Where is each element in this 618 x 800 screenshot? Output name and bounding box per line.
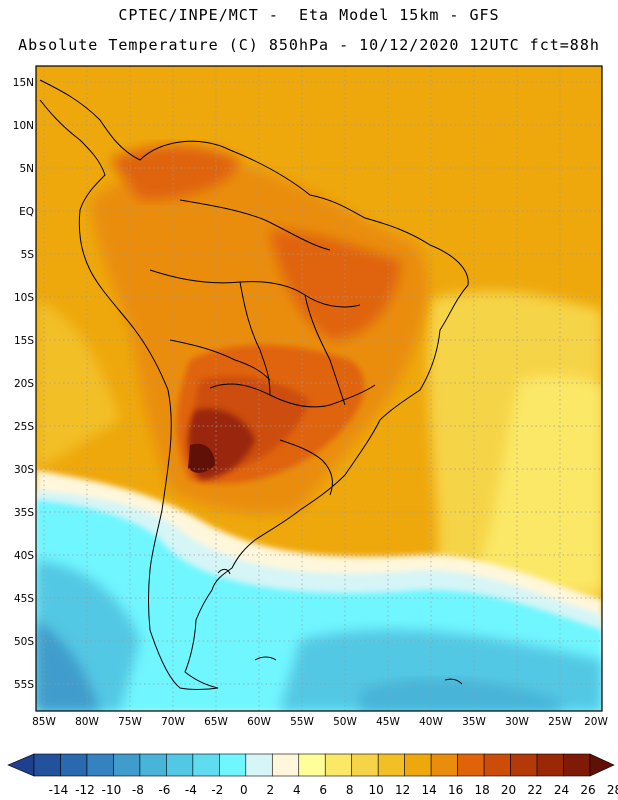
colorbar-swatch <box>166 753 194 777</box>
lon-label: 70W <box>161 716 185 728</box>
map-frame <box>35 65 603 712</box>
colorbar-label: -2 <box>211 783 223 797</box>
colorbar-label: 16 <box>448 783 463 797</box>
lat-label: 55S <box>14 679 34 691</box>
colorbar-label: 18 <box>474 783 489 797</box>
colorbar-swatch <box>483 753 511 777</box>
lat-label: 45S <box>14 593 34 605</box>
colorbar-swatch <box>271 753 300 777</box>
lat-label: EQ <box>19 206 34 218</box>
lon-label: 85W <box>32 716 56 728</box>
colorbar-label: -10 <box>102 783 122 797</box>
colorbar-swatch <box>245 753 273 777</box>
lon-label: 50W <box>333 716 357 728</box>
colorbar-swatch <box>33 753 61 777</box>
lon-label: 35W <box>462 716 486 728</box>
lat-label: 20S <box>14 378 34 390</box>
lon-label: 55W <box>290 716 314 728</box>
colorbar-label: -14 <box>49 783 69 797</box>
lon-label: 30W <box>505 716 529 728</box>
title-line-2: Absolute Temperature (C) 850hPa - 10/12/… <box>18 36 600 54</box>
colorbar-label: 22 <box>527 783 542 797</box>
colorbar-label: 28 <box>607 783 618 797</box>
colorbar-swatch <box>430 753 458 777</box>
lon-label: 20W <box>584 716 608 728</box>
colorbar-label: 14 <box>422 783 437 797</box>
lat-labels: 15N 10N 5N EQ 5S 10S 15S 20S 25S 30S 35S… <box>13 77 35 691</box>
lon-label: 80W <box>75 716 99 728</box>
lat-label: 15N <box>13 77 34 89</box>
lon-label: 60W <box>247 716 271 728</box>
lat-label: 25S <box>14 421 34 433</box>
colorbar-swatch <box>86 753 114 777</box>
lon-label: 45W <box>376 716 400 728</box>
colorbar-swatch <box>324 753 353 777</box>
colorbar-swatch <box>351 753 379 777</box>
colorbar-label: 20 <box>501 783 516 797</box>
temperature-field <box>36 66 602 711</box>
lat-label: 10N <box>13 120 34 132</box>
coastlines <box>39 79 469 690</box>
colorbar-label: -6 <box>158 783 170 797</box>
colorbar-label: 4 <box>293 783 301 797</box>
colorbar-label: 24 <box>554 783 569 797</box>
lat-label: 35S <box>14 507 34 519</box>
lat-label: 5N <box>19 163 34 175</box>
lat-label: 5S <box>21 249 35 261</box>
colorbar-swatch <box>563 753 591 777</box>
colorbar-arrow-low <box>7 753 35 777</box>
colorbar-label: 0 <box>240 783 248 797</box>
colorbar-label: 2 <box>266 783 274 797</box>
lon-label: 75W <box>118 716 142 728</box>
colorbar-label: 8 <box>346 783 354 797</box>
lat-label: 30S <box>14 464 34 476</box>
colorbar-label: -8 <box>132 783 144 797</box>
lon-label: 25W <box>548 716 572 728</box>
colorbar-swatch <box>404 753 432 777</box>
colorbar-swatch <box>536 753 564 777</box>
colorbar-swatch <box>510 753 538 777</box>
colorbar-swatch <box>139 753 167 777</box>
lat-label: 40S <box>14 550 34 562</box>
colorbar-label: 10 <box>369 783 384 797</box>
colorbar-swatch <box>457 753 485 777</box>
colorbar-label: 6 <box>319 783 327 797</box>
lat-label: 50S <box>14 636 34 648</box>
colorbar-label: 12 <box>395 783 410 797</box>
lon-label: 65W <box>204 716 228 728</box>
colorbar-label: -4 <box>185 783 197 797</box>
colorbar-label: -12 <box>75 783 95 797</box>
lon-label: 40W <box>419 716 443 728</box>
colorbar-swatch <box>60 753 88 777</box>
colorbar-swatch <box>192 753 220 777</box>
colorbar: -14 -12 -10 -8 -6 -4 -2 0 2 4 6 8 10 12 14 16 18 20 22 24 26… <box>7 753 618 797</box>
lon-labels: 85W 80W 75W 70W 65W 60W 55W 50W 45W 40W … <box>32 716 608 728</box>
lat-label: 10S <box>14 292 34 304</box>
colorbar-label: 26 <box>580 783 595 797</box>
colorbar-swatch <box>219 753 247 777</box>
colorbar-swatch <box>377 753 405 777</box>
lat-label: 15S <box>14 335 34 347</box>
colorbar-swatch <box>113 753 141 777</box>
colorbar-swatch <box>298 753 326 777</box>
colorbar-arrow-high <box>589 753 615 777</box>
title-line-1: CPTEC/INPE/MCT - Eta Model 15km - GFS <box>118 6 500 24</box>
